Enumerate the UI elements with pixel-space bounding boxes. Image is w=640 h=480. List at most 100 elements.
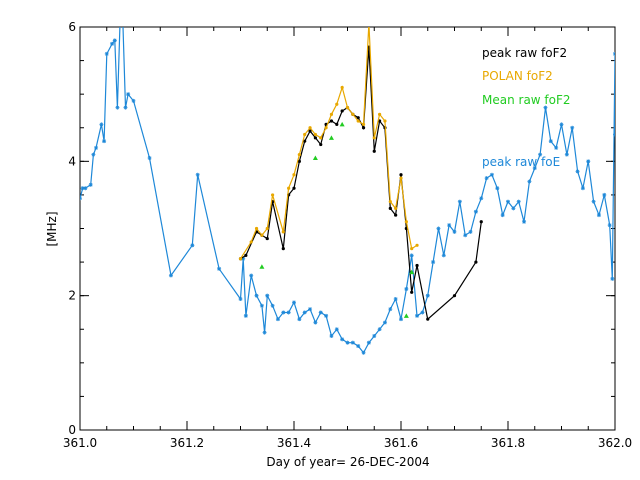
peak-raw-foe-point xyxy=(538,152,543,157)
peak-raw-foe-point xyxy=(596,213,601,218)
peak-raw-foe-point xyxy=(110,41,115,46)
peak-raw-fof2-point xyxy=(361,126,366,130)
peak-raw-foe-point xyxy=(522,219,527,224)
peak-raw-fof2-point xyxy=(329,119,334,123)
peak-raw-foe-point xyxy=(238,297,243,302)
series-mean-raw-fof2 xyxy=(259,121,415,318)
peak-raw-foe-point xyxy=(447,223,452,228)
legend-peak-raw-fof2: peak raw foF2 xyxy=(482,46,567,60)
x-axis-label: Day of year= 26-DEC-2004 xyxy=(266,455,429,469)
peak-raw-foe-point xyxy=(241,256,246,261)
peak-raw-fof2-point xyxy=(426,317,430,321)
x-tick-label: 361.2 xyxy=(170,436,204,450)
polan-fof2-line xyxy=(239,27,418,260)
polan-fof2-point xyxy=(324,126,328,130)
peak-raw-foe-point xyxy=(275,317,280,322)
peak-raw-fof2-point xyxy=(313,136,317,140)
polan-fof2-point xyxy=(249,240,253,244)
polan-fof2-point xyxy=(254,226,259,231)
peak-raw-foe-point xyxy=(409,253,414,258)
mean-raw-fof2-point xyxy=(312,155,318,160)
legend-peak-raw-foe: peak raw foE xyxy=(482,155,560,169)
peak-raw-fof2-line xyxy=(240,47,482,321)
peak-raw-foe-point xyxy=(516,199,521,204)
polan-fof2-point xyxy=(287,186,291,190)
peak-raw-foe-point xyxy=(382,320,387,325)
polan-fof2-point xyxy=(372,136,376,140)
peak-raw-foe-point xyxy=(243,313,248,318)
peak-raw-foe-point xyxy=(329,333,334,338)
peak-raw-foe-point xyxy=(168,273,173,278)
peak-raw-foe-point xyxy=(190,243,195,248)
peak-raw-foe-point xyxy=(564,152,569,157)
series-peak-raw-foe xyxy=(80,27,615,355)
axes: 361.0 361.2 361.4 361.6 361.8 362.0 0 2 4 6 xyxy=(63,20,632,450)
legend: peak raw foF2 POLAN foF2 Mean raw foF2 peak… xyxy=(482,46,571,169)
peak-raw-foe-point xyxy=(147,155,152,160)
peak-raw-foe-point xyxy=(602,192,607,197)
peak-raw-fof2-point xyxy=(340,109,344,113)
peak-raw-foe-point xyxy=(399,317,403,322)
peak-raw-foe-point xyxy=(473,209,478,214)
peak-raw-foe-point xyxy=(340,337,345,342)
peak-raw-foe-point xyxy=(112,38,117,43)
polan-fof2-point xyxy=(410,247,414,251)
series-polan-fof2 xyxy=(238,27,419,261)
peak-raw-foe-point xyxy=(195,172,200,177)
peak-raw-foe-point xyxy=(452,229,457,234)
polan-fof2-point xyxy=(378,112,382,116)
y-axis-label: [MHz] xyxy=(45,211,59,246)
peak-raw-foe-point xyxy=(393,297,398,302)
peak-raw-fof2-point xyxy=(281,247,285,251)
series-peak-raw-fof2 xyxy=(238,45,483,321)
polan-fof2-point xyxy=(351,112,355,116)
peak-raw-foe-point xyxy=(500,213,505,218)
peak-raw-foe-point xyxy=(610,276,615,281)
peak-raw-foe-point xyxy=(559,122,564,127)
peak-raw-foe-point xyxy=(292,300,296,305)
peak-raw-foe-point xyxy=(527,179,532,184)
peak-raw-foe-point xyxy=(591,199,596,204)
peak-raw-foe-point xyxy=(495,186,500,191)
peak-raw-foe-point xyxy=(334,327,339,332)
series-layer xyxy=(80,27,615,355)
peak-raw-fof2-point xyxy=(399,173,403,177)
peak-raw-foe-point xyxy=(350,340,355,345)
peak-raw-foe-point xyxy=(607,223,612,228)
peak-raw-fof2-point xyxy=(319,142,323,147)
peak-raw-foe-point xyxy=(249,273,254,278)
peak-raw-foe-point xyxy=(99,122,104,127)
polan-fof2-point xyxy=(345,106,350,110)
peak-raw-foe-point xyxy=(570,125,575,130)
peak-raw-foe-point xyxy=(463,233,468,238)
polan-fof2-point xyxy=(394,206,398,210)
peak-raw-foe-point xyxy=(297,317,302,322)
peak-raw-foe-point xyxy=(613,132,615,137)
peak-raw-foe-point xyxy=(265,293,270,298)
peak-raw-fof2-point xyxy=(388,206,392,210)
y-tick-label: 4 xyxy=(68,154,76,168)
peak-raw-foe-point xyxy=(262,330,267,335)
peak-raw-foe-point xyxy=(123,105,128,110)
peak-raw-foe-point xyxy=(104,51,109,56)
mean-raw-fof2-point xyxy=(409,269,415,275)
polan-fof2-point xyxy=(415,243,419,247)
polan-fof2-point xyxy=(319,136,323,140)
peak-raw-foe-point xyxy=(613,51,615,56)
legend-polan-fof2: POLAN foF2 xyxy=(482,69,553,83)
peak-raw-foe-point xyxy=(286,310,291,315)
peak-raw-fof2-point xyxy=(372,149,376,153)
peak-raw-foe-point xyxy=(457,199,462,204)
polan-fof2-point xyxy=(292,173,296,177)
peak-raw-foe-point xyxy=(80,186,85,191)
y-tick-label: 6 xyxy=(68,20,76,34)
peak-raw-fof2-point xyxy=(292,186,296,190)
peak-raw-foe-point xyxy=(468,229,473,234)
peak-raw-foe-point xyxy=(115,105,120,110)
peak-raw-foe-point xyxy=(131,98,136,103)
polan-fof2-point xyxy=(404,220,408,224)
peak-raw-foe-point xyxy=(548,139,553,144)
polan-fof2-point xyxy=(238,257,243,261)
polan-fof2-point xyxy=(356,119,360,123)
